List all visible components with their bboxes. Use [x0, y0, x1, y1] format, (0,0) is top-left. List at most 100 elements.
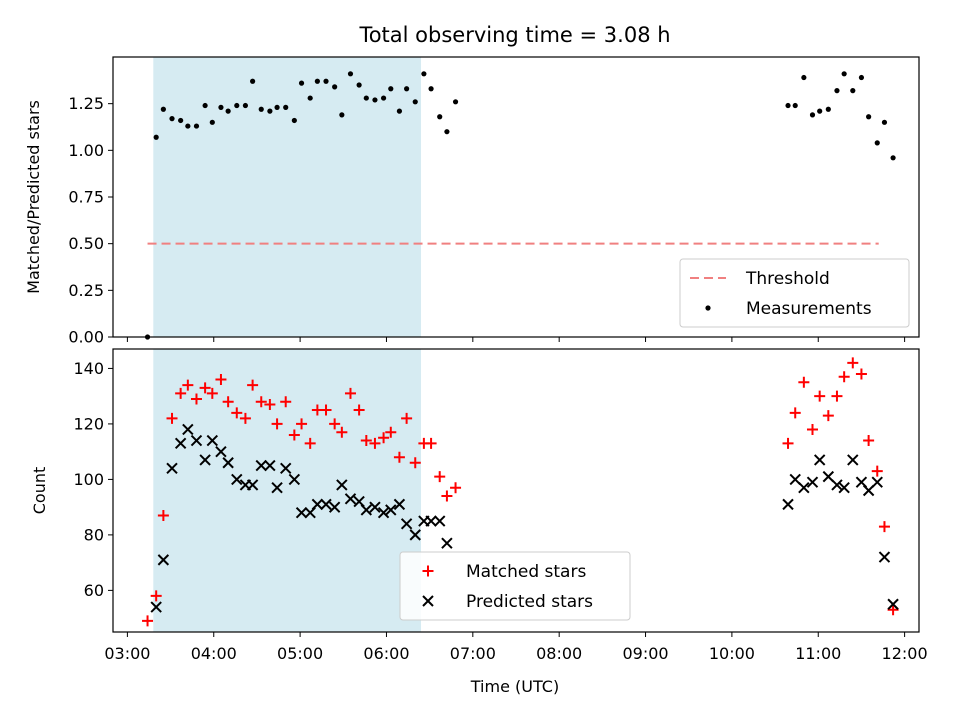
measurement-point — [347, 71, 354, 77]
predicted-stars-point — [871, 476, 883, 488]
measurement-point — [437, 114, 443, 120]
legend-matched-swatch — [422, 565, 434, 577]
legend-box — [399, 551, 631, 621]
shaded-observing-region — [153, 57, 422, 337]
measurement-point — [356, 82, 362, 88]
chart-title: Total observing time = 3.08 h — [358, 23, 670, 47]
matched-stars-point — [190, 393, 202, 405]
predicted-stars-point — [369, 501, 381, 513]
measurement-point — [363, 95, 369, 101]
predicted-stars-point — [336, 479, 348, 491]
predicted-stars-point — [157, 554, 170, 566]
matched-stars-point — [336, 426, 348, 438]
matched-stars-point — [838, 371, 850, 383]
measurement-point — [372, 97, 378, 103]
measurement-point — [323, 78, 329, 84]
predicted-stars-point — [360, 504, 373, 516]
matched-stars-point — [329, 418, 341, 430]
shaded-observing-region — [153, 349, 422, 632]
matched-stars-point — [142, 615, 154, 627]
measurement-point — [298, 80, 305, 86]
matched-stars-point — [175, 387, 187, 399]
measurement-point — [834, 88, 840, 94]
legend-label: Matched stars — [466, 562, 586, 582]
x-tick-label: 06:00 — [363, 644, 409, 663]
predicted-stars-point — [182, 423, 194, 436]
measurement-point — [428, 86, 434, 92]
predicted-stars-point — [246, 479, 259, 491]
measurement-point — [388, 86, 394, 92]
matched-stars-point — [369, 437, 381, 449]
predicted-stars-point — [806, 476, 819, 488]
measurement-point — [274, 104, 280, 110]
measurement-point — [380, 95, 387, 101]
matched-stars-point — [296, 418, 308, 430]
measurement-point — [850, 88, 856, 94]
predicted-stars-point — [311, 498, 324, 511]
predicted-stars-point — [222, 457, 234, 469]
matched-stars-point — [199, 382, 211, 394]
predicted-stars-point — [328, 501, 341, 513]
matched-stars-point — [264, 398, 276, 410]
x-tick-label: 04:00 — [191, 644, 237, 663]
x-tick-label: 09:00 — [622, 644, 668, 663]
matched-stars-point — [855, 368, 867, 380]
matched-stars-point — [182, 379, 194, 391]
matched-stars-point — [288, 429, 300, 441]
measurement-point — [890, 155, 896, 161]
matched-stars-point — [231, 407, 243, 419]
matched-stars-point — [806, 423, 818, 435]
measurement-point — [339, 112, 345, 118]
matched-stars-point — [206, 387, 218, 399]
predicted-stars-point — [878, 551, 891, 563]
matched-stars-point — [401, 412, 413, 424]
y-tick-label: 0.25 — [68, 281, 104, 300]
measurement-point — [809, 112, 816, 118]
predicted-stars-point — [393, 498, 406, 511]
plot-frame — [112, 56, 920, 338]
predicted-stars-point — [409, 529, 421, 541]
matched-stars-point — [247, 379, 259, 391]
predicted-stars-point — [838, 482, 850, 494]
matched-stars-point — [271, 418, 283, 430]
legend-label: Threshold — [745, 269, 830, 289]
matched-stars-point — [450, 482, 462, 494]
measurement-point — [153, 134, 159, 140]
y-tick-label: 140 — [73, 359, 104, 378]
matched-stars-point — [320, 404, 332, 416]
y-tick-label: 0.00 — [68, 328, 104, 347]
ratio-panel: 0.00 0.25 0.50 0.75 1.00 1.25 Matched/Predicte… — [24, 56, 920, 347]
predicted-stars-point — [271, 482, 283, 494]
matched-stars-point — [393, 451, 405, 463]
predicted-stars-point — [344, 493, 357, 505]
matched-stars-point — [409, 457, 421, 469]
matched-stars-point — [280, 396, 292, 408]
matched-stars-point — [304, 437, 316, 449]
measurement-point — [874, 140, 880, 146]
y-tick-label: 120 — [73, 414, 104, 433]
predicted-stars-point — [831, 479, 843, 491]
y-tick-label: 100 — [73, 470, 104, 489]
measurement-point — [396, 108, 403, 114]
predicted-stars-point — [425, 515, 437, 527]
measurement-point — [169, 116, 175, 122]
measurement-point — [218, 104, 224, 110]
x-tick-label: 08:00 — [536, 644, 582, 663]
measurement-point — [202, 102, 208, 109]
matched-stars-point — [385, 426, 397, 438]
matched-stars-point — [863, 435, 875, 447]
measurement-point — [291, 117, 297, 124]
predicted-stars-point — [231, 473, 243, 486]
measurement-point — [225, 108, 231, 114]
measurement-point — [234, 102, 240, 109]
x-tick-label: 12:00 — [882, 644, 928, 663]
measurement-point — [866, 114, 872, 120]
measurement-point — [792, 102, 798, 109]
predicted-stars-point — [206, 434, 219, 447]
measurement-point — [178, 117, 184, 124]
y-axis-label: Count — [30, 467, 49, 515]
matched-stars-point — [360, 435, 372, 447]
measurement-point — [185, 123, 191, 129]
predicted-stars-point — [264, 459, 276, 472]
